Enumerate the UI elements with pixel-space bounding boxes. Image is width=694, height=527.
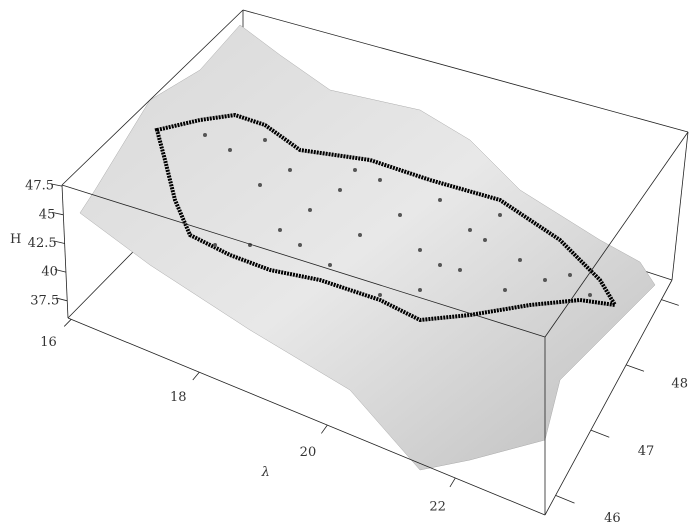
z-tick-label: 47.5	[25, 179, 54, 194]
y-tick-label: 46	[604, 511, 621, 523]
y-tick	[661, 300, 678, 306]
y-tick	[591, 430, 609, 437]
z-tick-label: 37.5	[30, 293, 59, 308]
box-edge	[62, 185, 68, 318]
z-tick-label: 40	[41, 265, 58, 280]
x-tick	[321, 425, 327, 433]
x-tick-label: 22	[429, 500, 446, 515]
x-tick-label: 18	[170, 390, 187, 405]
z-tick-label: 45	[39, 207, 56, 222]
box-edge	[672, 132, 688, 280]
z-tick-label: 42.5	[28, 236, 57, 251]
x-axis-label: λ	[261, 465, 270, 480]
chart: 161820224647484937.54042.54547.5λϕH	[0, 0, 694, 523]
z-axis-label: H	[10, 232, 21, 247]
y-tick-label: 47	[638, 444, 655, 459]
y-tick-label: 48	[671, 377, 688, 392]
x-tick	[450, 478, 455, 487]
x-tick-label: 16	[40, 335, 57, 350]
y-tick	[626, 365, 644, 371]
x-tick	[64, 319, 71, 326]
x-tick-label: 20	[300, 445, 317, 460]
x-tick	[193, 372, 199, 380]
y-tick	[556, 495, 575, 503]
